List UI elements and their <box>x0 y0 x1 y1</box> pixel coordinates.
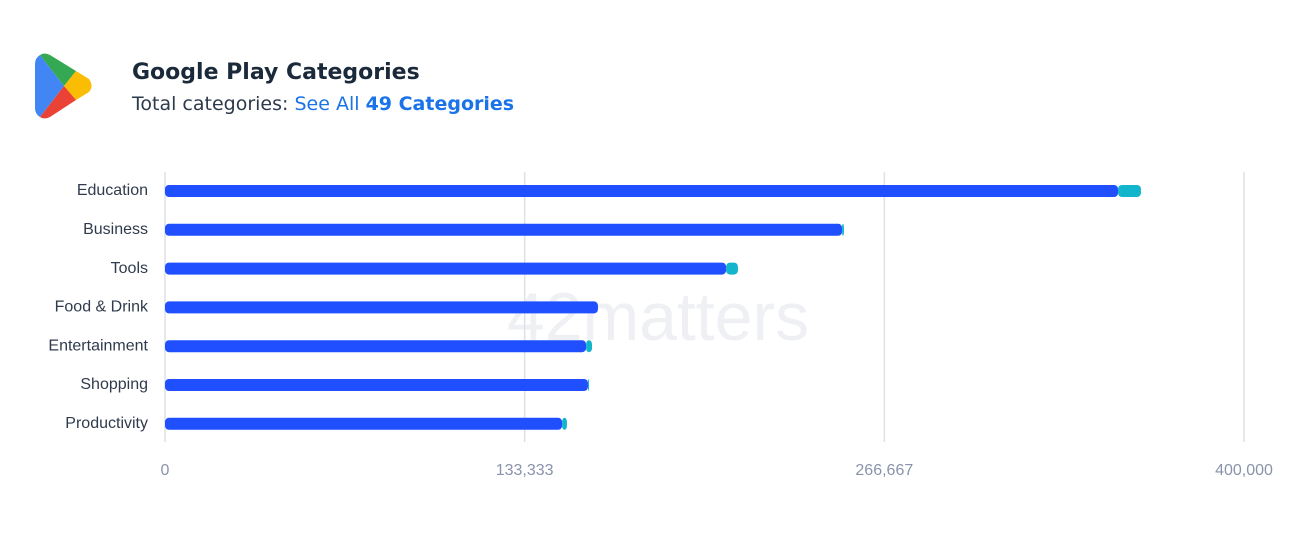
bar-segment <box>165 379 588 391</box>
subtitle-label: Total categories: <box>131 93 288 115</box>
y-tick-label: Entertainment <box>48 337 148 354</box>
bar-segment <box>165 185 1119 197</box>
x-tick-label: 0 <box>161 462 170 479</box>
y-tick-label: Food & Drink <box>55 299 149 316</box>
bar-segment <box>1118 185 1141 197</box>
google-play-logo <box>35 53 92 119</box>
y-tick-label: Productivity <box>65 415 148 432</box>
y-tick-label: Education <box>77 182 148 199</box>
subtitle: Total categories: See All 49 Categories <box>131 93 514 115</box>
bar-segment <box>562 417 567 430</box>
y-tick-label: Tools <box>111 260 148 277</box>
see-all-link[interactable]: See All <box>294 93 359 115</box>
x-tick-label: 400,000 <box>1215 462 1273 479</box>
bar-segment <box>165 262 727 275</box>
bar-segment <box>165 223 843 236</box>
bar-segment <box>726 262 738 275</box>
bar-segment <box>587 379 590 391</box>
x-tick-label: 133,333 <box>496 462 554 479</box>
x-tick-label: 266,667 <box>855 462 913 479</box>
title: Google Play Categories <box>132 60 420 85</box>
bar-segment <box>165 340 587 353</box>
bar-segment <box>165 301 598 314</box>
y-tick-label: Shopping <box>80 376 148 393</box>
bar-segment <box>165 417 563 430</box>
bar-segment <box>586 340 593 353</box>
bar-segment <box>842 223 844 236</box>
y-tick-label: Business <box>83 221 148 238</box>
category-count-link[interactable]: 49 Categories <box>366 93 515 115</box>
